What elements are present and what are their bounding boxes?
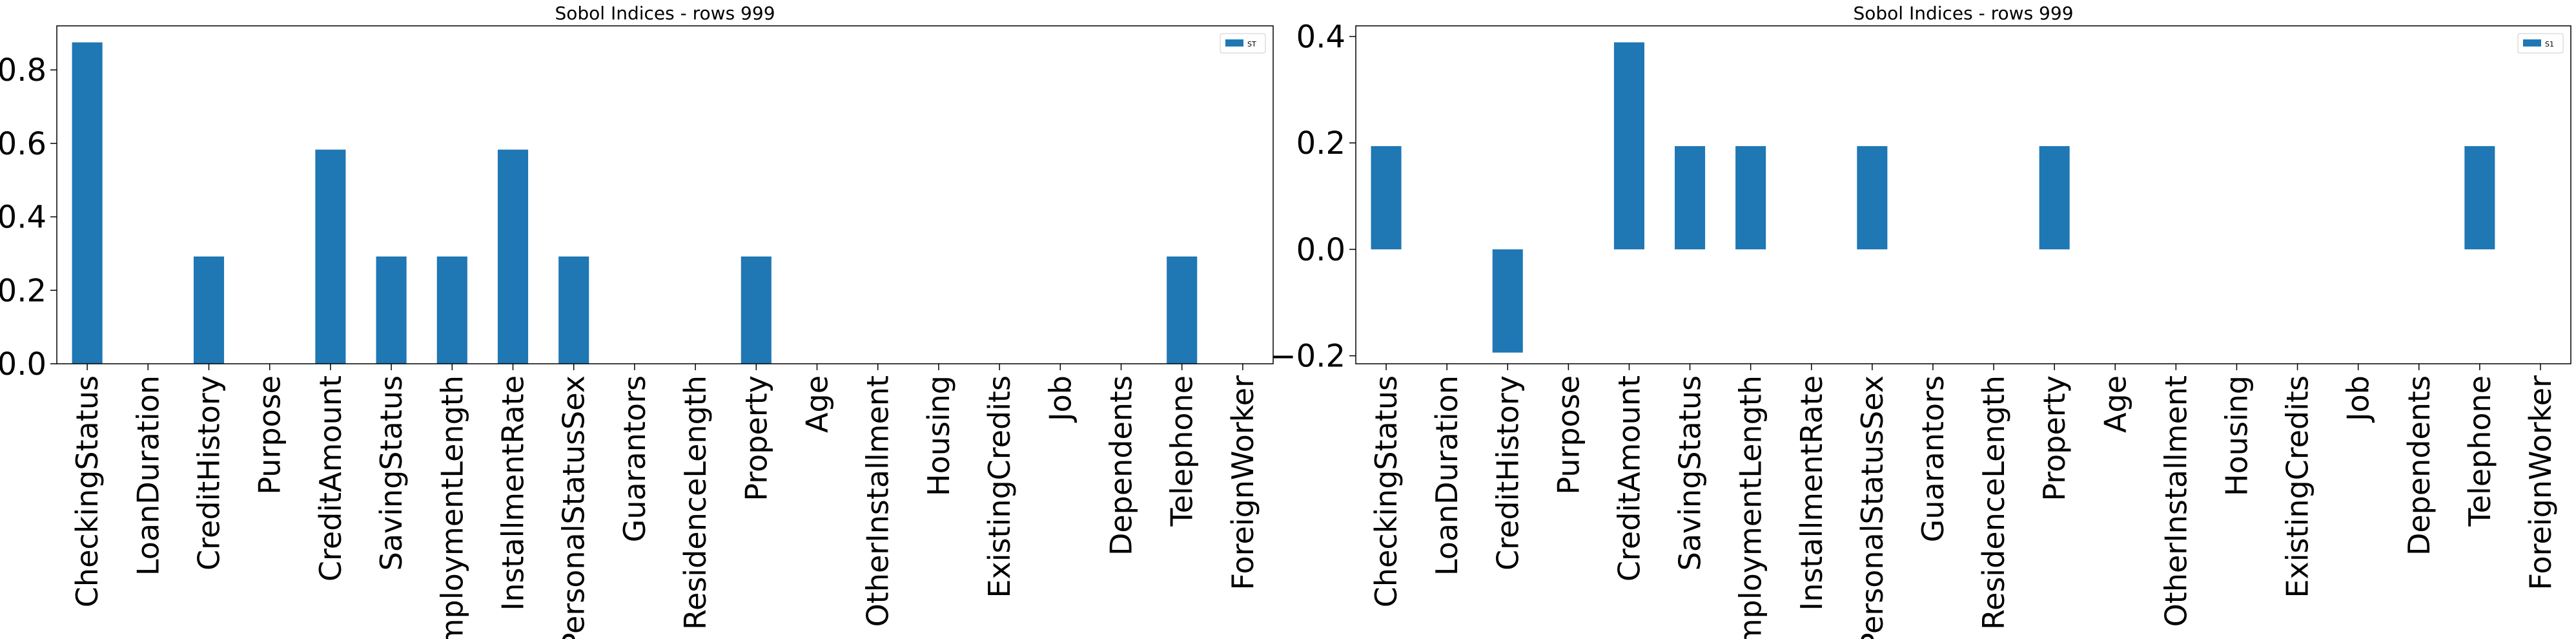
x-tick-label: EmploymentLength xyxy=(434,375,469,639)
legend-label: S1 xyxy=(2545,40,2554,48)
bar-CreditHistory xyxy=(1492,249,1523,353)
x-tick-label: LoanDuration xyxy=(130,375,165,576)
x-tick-label: Purpose xyxy=(252,375,287,495)
bar-CreditAmount xyxy=(315,149,346,364)
legend: ST xyxy=(1220,33,1266,54)
bar-SavingStatus xyxy=(1675,146,1706,249)
plot-frame xyxy=(56,25,1274,364)
legend-swatch xyxy=(1225,39,1243,47)
bar-CreditAmount xyxy=(1613,42,1644,249)
y-tick-label: 0.2 xyxy=(1296,125,1345,162)
bar-EmploymentLength xyxy=(1735,146,1766,249)
bar-CreditHistory xyxy=(193,257,225,364)
bar-PersonalStatusSex xyxy=(1857,146,1888,249)
bar-EmploymentLength xyxy=(436,257,467,364)
bar-Telephone xyxy=(1167,257,1198,364)
x-tick-label: ForeignWorker xyxy=(2523,375,2558,590)
x-tick-label: CreditHistory xyxy=(1490,375,1525,571)
bar-CheckingStatus xyxy=(72,42,103,364)
legend-label: ST xyxy=(1247,40,1256,48)
y-tick-label: 0.0 xyxy=(0,346,46,382)
x-tick-label: Guarantors xyxy=(617,375,652,542)
x-tick-label: Housing xyxy=(2219,375,2254,496)
legend-swatch xyxy=(2523,39,2541,47)
y-tick-label: 0.4 xyxy=(1296,19,1345,55)
x-tick-label: Job xyxy=(1043,375,1078,423)
x-tick-label: Property xyxy=(739,375,773,501)
bar-Telephone xyxy=(2464,146,2495,249)
x-tick-label: Guarantors xyxy=(1916,375,1950,542)
x-tick-label: ResidenceLength xyxy=(678,375,713,630)
y-tick-label: 0.2 xyxy=(0,273,46,309)
x-tick-label: CreditAmount xyxy=(313,375,348,581)
bar-PersonalStatusSex xyxy=(558,257,589,364)
bar-SavingStatus xyxy=(376,257,407,364)
x-tick-label: CheckingStatus xyxy=(70,375,105,607)
x-tick-label: OtherInstallment xyxy=(2158,375,2193,627)
y-tick-label: 0.6 xyxy=(0,126,46,162)
x-tick-label: Telephone xyxy=(2462,375,2497,527)
x-tick-label: ResidenceLength xyxy=(1976,375,2011,630)
bar-CheckingStatus xyxy=(1371,146,1402,249)
x-tick-label: Age xyxy=(800,375,835,433)
x-tick-label: ExistingCredits xyxy=(982,375,1017,598)
chart-panel-2: Sobol Indices - rows 999 −0.2 0.0 0.2 0.4 Che… xyxy=(1270,3,2571,639)
x-tick-label: OtherInstallment xyxy=(861,375,895,627)
y-tick-label: −0.2 xyxy=(1270,339,1345,375)
bar-Property xyxy=(2039,146,2070,249)
x-tick-label: Telephone xyxy=(1165,375,1200,527)
x-tick-label: CreditAmount xyxy=(1611,375,1646,581)
y-tick-label: 0.0 xyxy=(1296,232,1345,268)
y-tick-label: 0.8 xyxy=(0,52,46,89)
x-tick-label: LoanDuration xyxy=(1429,375,1464,576)
x-tick-label: Dependents xyxy=(1104,375,1139,556)
plot-frame xyxy=(1355,25,2571,364)
x-tick-label: InstallmentRate xyxy=(496,375,531,611)
chart-title: Sobol Indices - rows 999 xyxy=(555,3,775,24)
x-tick-label: ExistingCredits xyxy=(2280,375,2315,598)
bar-InstallmentRate xyxy=(497,149,529,364)
bar-Property xyxy=(741,257,772,364)
x-tick-label: Age xyxy=(2098,375,2132,433)
x-tick-label: Job xyxy=(2341,375,2376,423)
y-tick-label: 0.4 xyxy=(0,200,46,236)
x-tick-label: Purpose xyxy=(1551,375,1586,495)
x-tick-label: Dependents xyxy=(2402,375,2437,556)
x-tick-label: PersonalStatusSex xyxy=(1855,375,1890,639)
legend: S1 xyxy=(2517,33,2564,54)
x-tick-label: Property xyxy=(2037,375,2072,501)
x-tick-label: SavingStatus xyxy=(1673,375,1708,571)
x-tick-label: EmploymentLength xyxy=(1733,375,1768,639)
chart-panel-1: Sobol Indices - rows 999 0.0 0.2 0.4 0.6 0.8 C… xyxy=(0,3,1274,639)
x-tick-label: InstallmentRate xyxy=(1794,375,1829,611)
x-tick-label: CreditHistory xyxy=(192,375,227,571)
x-tick-label: SavingStatus xyxy=(374,375,409,571)
x-tick-label: Housing xyxy=(921,375,956,496)
x-tick-label: ForeignWorker xyxy=(1225,375,1260,590)
x-tick-label: CheckingStatus xyxy=(1369,375,1404,607)
x-tick-label: PersonalStatusSex xyxy=(557,375,591,639)
chart-title: Sobol Indices - rows 999 xyxy=(1853,3,2073,24)
